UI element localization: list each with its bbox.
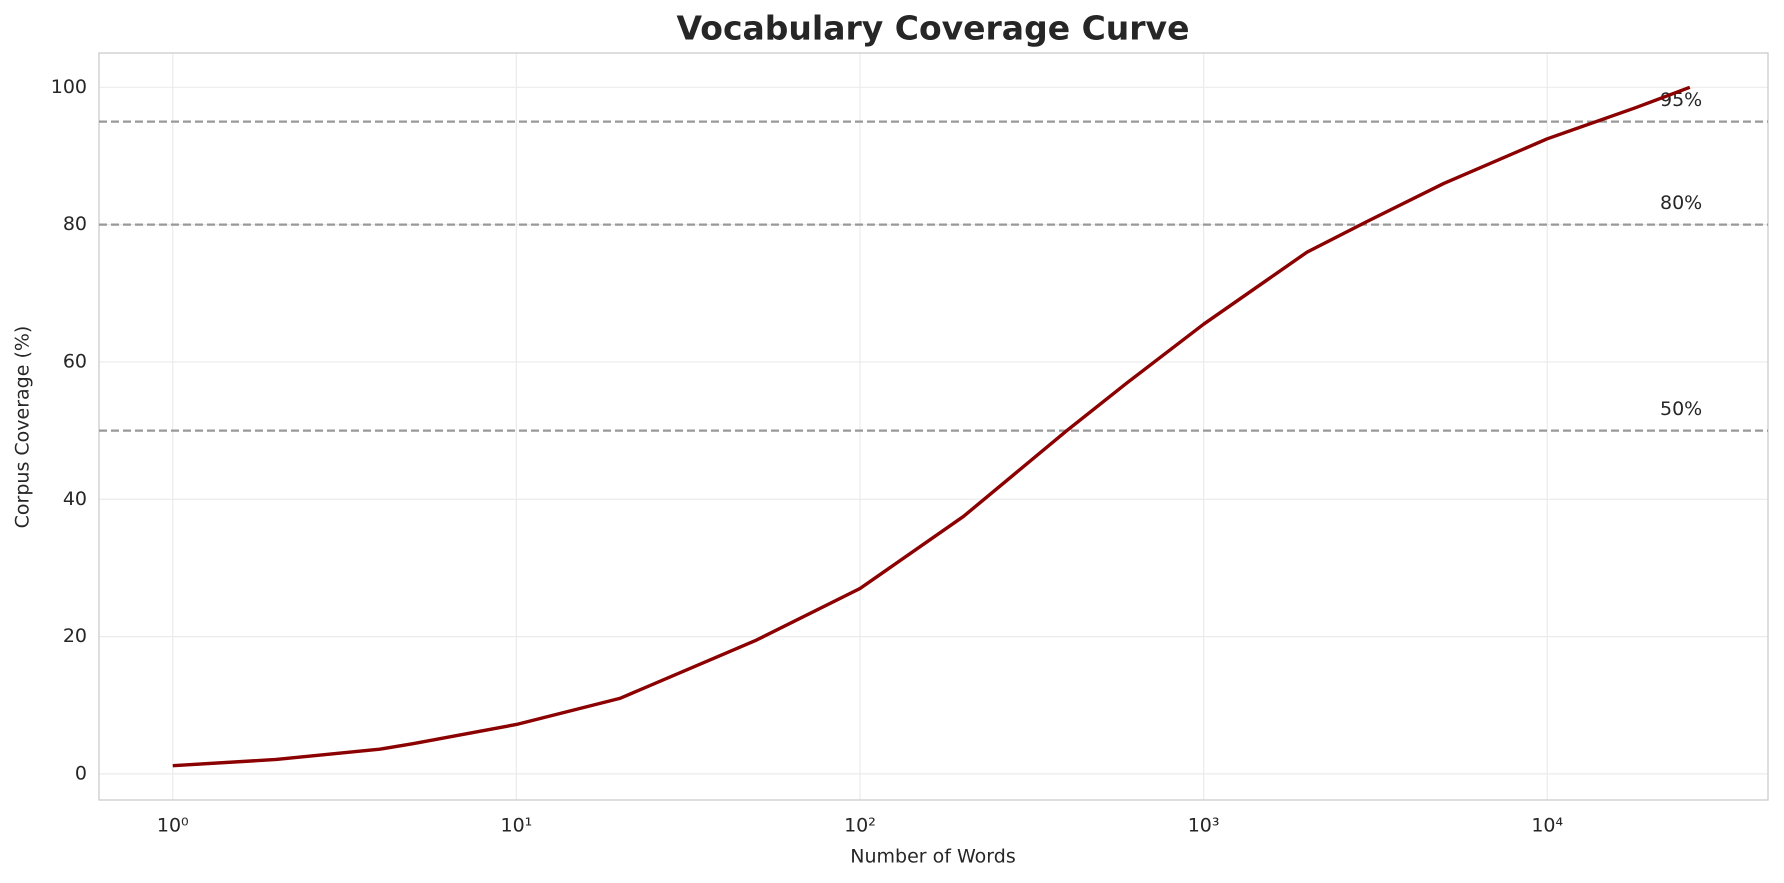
data-line <box>172 85 1691 768</box>
x-tick-label: 10³ <box>1188 815 1220 837</box>
reference-label: 80% <box>1660 192 1702 214</box>
x-tick-label: 10¹ <box>500 815 532 837</box>
x-tick-label: 10² <box>844 815 876 837</box>
y-tick-label: 0 <box>75 762 87 784</box>
chart-title: Vocabulary Coverage Curve <box>677 9 1190 48</box>
reference-label: 95% <box>1660 89 1702 111</box>
x-tick-label: 10⁰ <box>157 815 189 837</box>
x-axis-label: Number of Words <box>850 846 1015 868</box>
x-tick-label: 10⁴ <box>1531 815 1563 837</box>
y-tick-label: 80 <box>63 213 87 235</box>
reference-label: 50% <box>1660 398 1702 420</box>
y-tick-label: 60 <box>63 350 87 372</box>
plot-frame <box>98 52 1769 801</box>
y-tick-label: 20 <box>63 625 87 647</box>
y-tick-label: 40 <box>63 488 87 510</box>
y-axis-label: Corpus Coverage (%) <box>12 326 34 529</box>
y-tick-label: 100 <box>51 76 87 98</box>
